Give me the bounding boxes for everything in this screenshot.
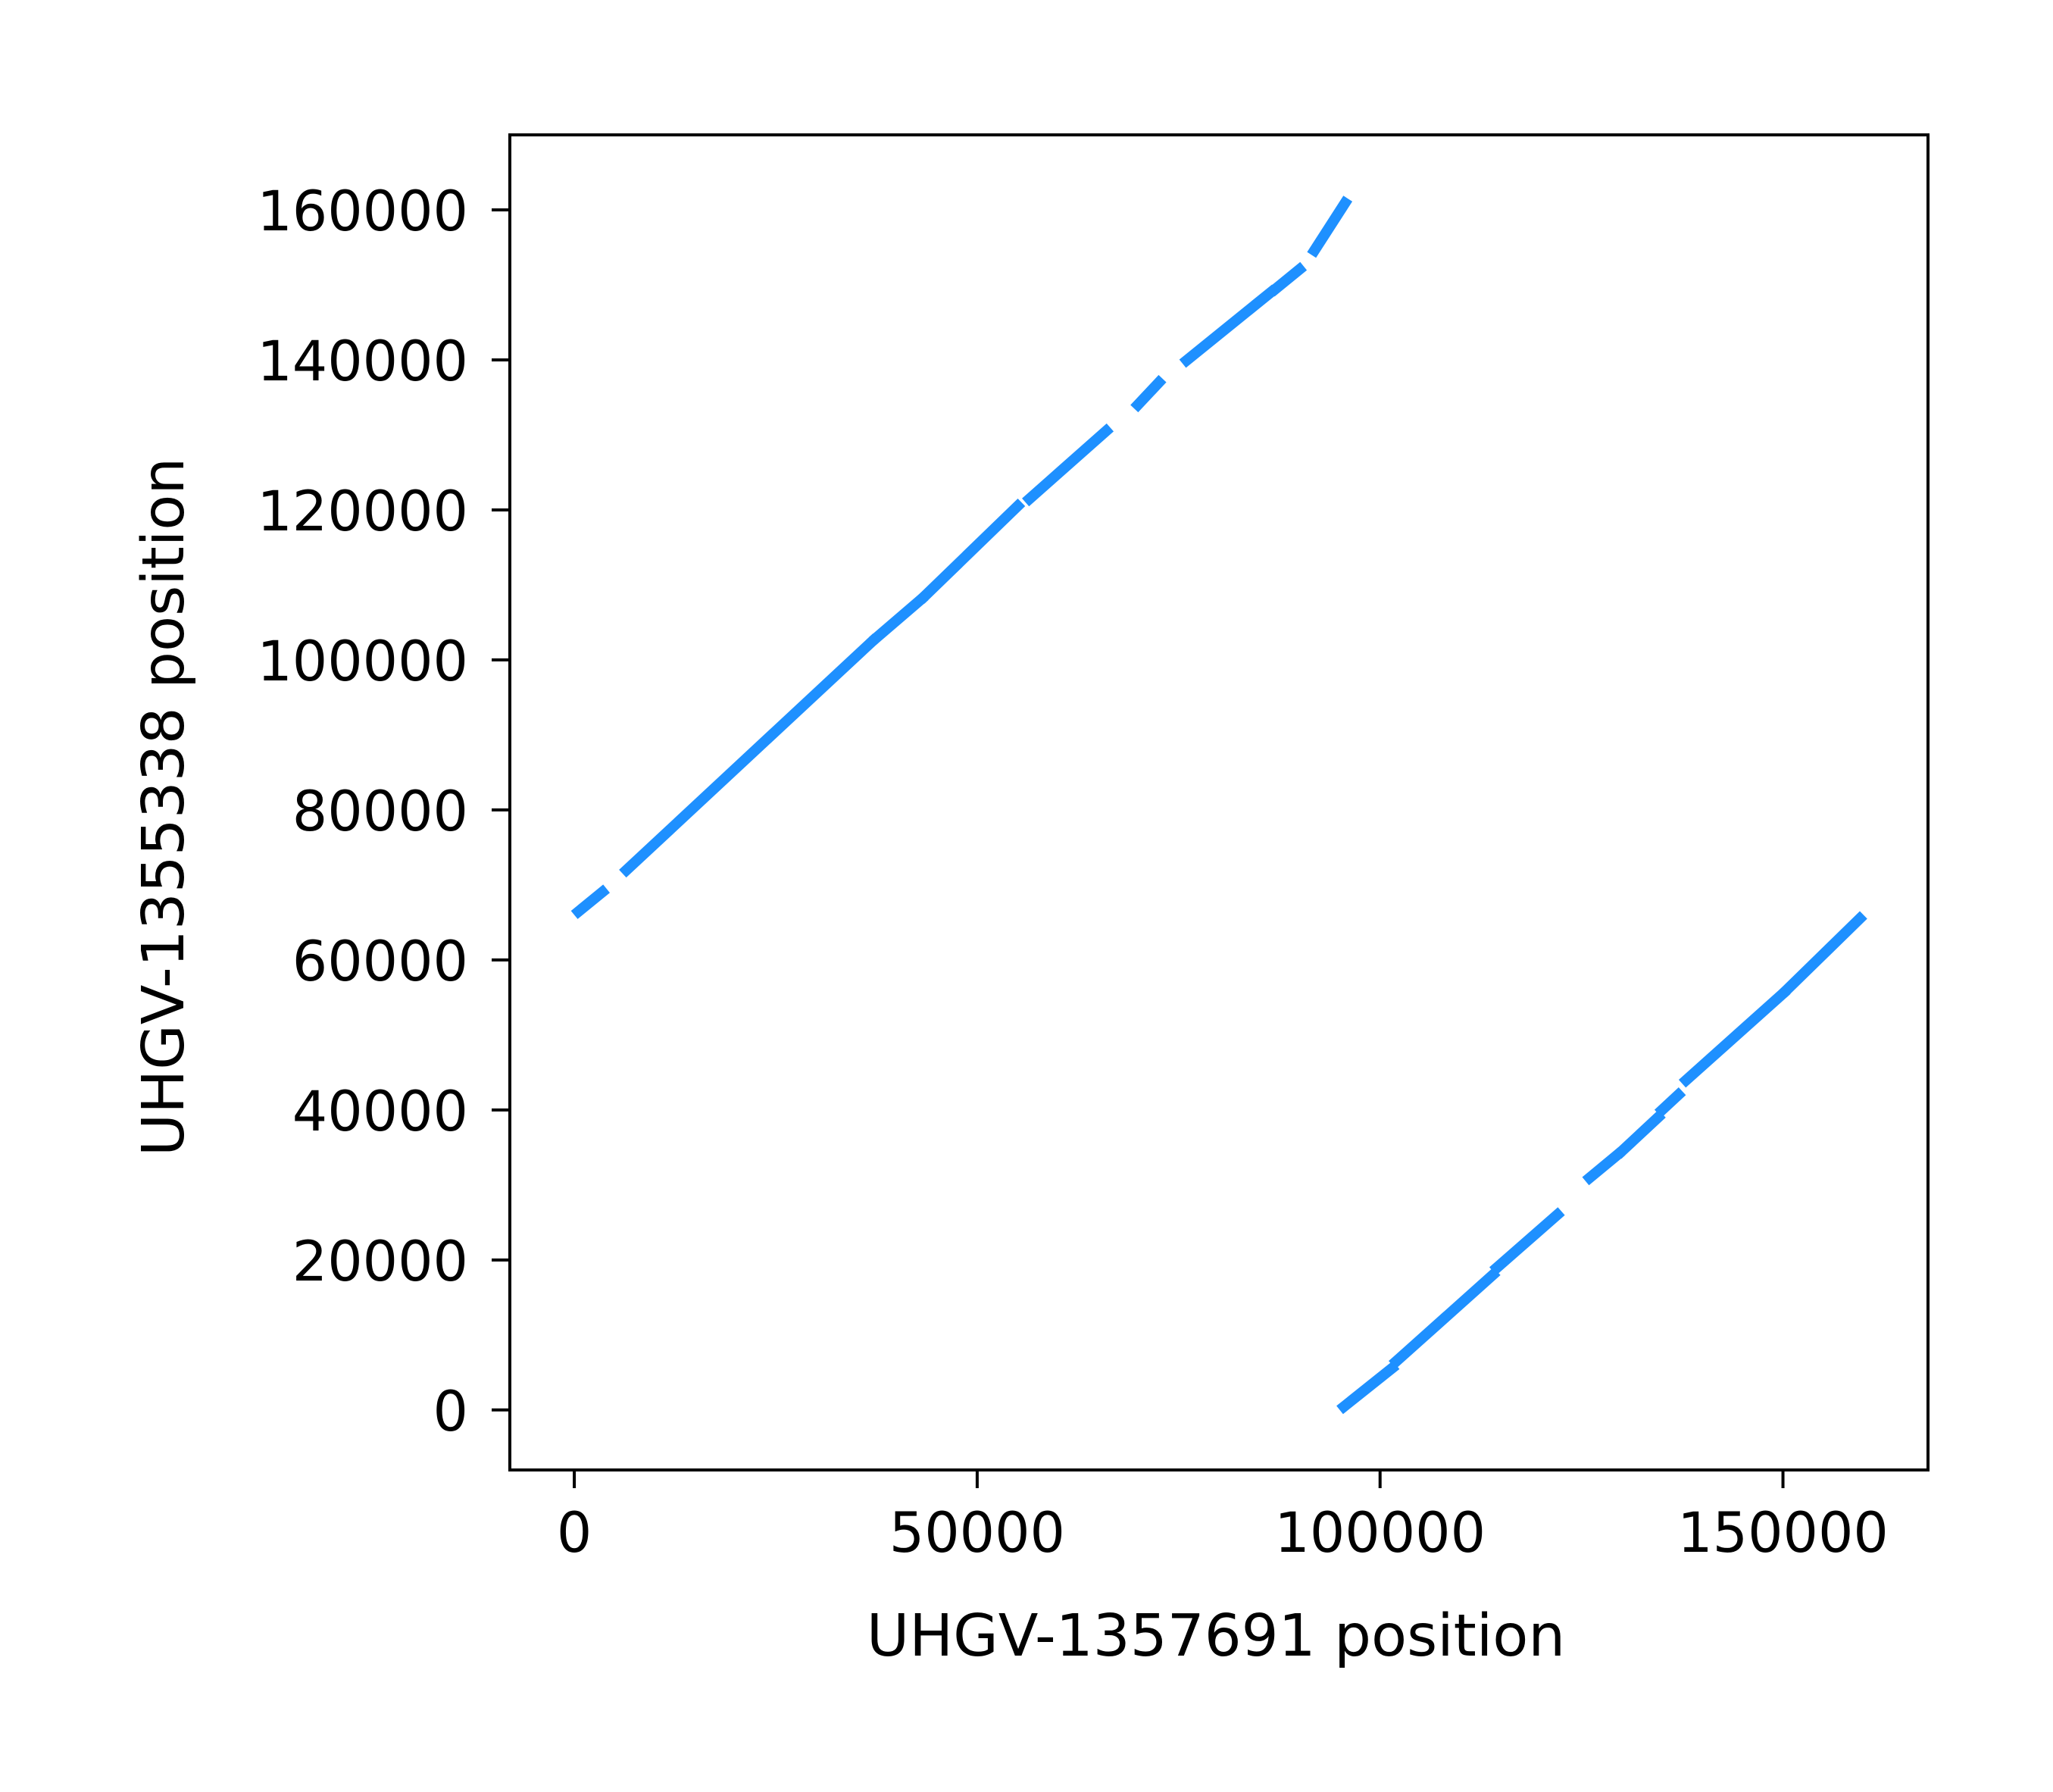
alignment-segment-2-1 (1336, 1360, 1400, 1415)
y-tick-label: 120000 (257, 480, 468, 544)
x-tick-label: 150000 (1677, 1501, 1889, 1565)
y-tick-label: 80000 (292, 780, 468, 844)
alignment-segment-1-4 (917, 498, 1026, 604)
x-axis-label: UHGV-1357691 position (867, 1603, 1565, 1670)
alignment-segment-1-6 (1130, 374, 1167, 413)
y-tick-label: 0 (433, 1380, 468, 1444)
alignment-segment-2-4 (1582, 1146, 1626, 1186)
y-tick-label: 40000 (292, 1080, 468, 1144)
alignment-segment-1-2 (619, 633, 880, 878)
alignment-segment-2-8 (1779, 911, 1867, 998)
alignment-segment-2-5 (1614, 1109, 1666, 1159)
x-tick-label: 0 (557, 1501, 592, 1565)
alignment-segment-2-6 (1654, 1087, 1686, 1118)
alignment-segment-1-9 (1307, 195, 1353, 258)
y-axis-label: UHGV-1355338 position (130, 458, 198, 1156)
alignment-segment-2-3 (1489, 1207, 1565, 1275)
data-layer (570, 195, 1867, 1415)
y-tick-label: 140000 (257, 330, 468, 394)
x-tick-label: 50000 (889, 1501, 1065, 1565)
y-tick-label: 100000 (257, 630, 468, 694)
y-axis-ticks: 0 20000 40000 60000 80000 100000 120000 140000 1… (257, 180, 510, 1444)
axes-frame (508, 133, 1930, 1471)
alignment-segment-2-7 (1678, 986, 1791, 1088)
alignment-segment-1-8 (1267, 261, 1308, 297)
y-tick-label: 20000 (292, 1230, 468, 1294)
alignment-segment-1-5 (1022, 423, 1114, 507)
x-tick-label: 100000 (1274, 1501, 1486, 1565)
y-tick-label: 160000 (257, 180, 468, 244)
alignment-segment-1-1 (570, 884, 611, 919)
y-tick-label: 60000 (292, 930, 468, 994)
alignment-segment-2-2 (1389, 1267, 1501, 1369)
x-axis-ticks: 0 50000 100000 150000 (557, 1470, 1889, 1565)
alignment-segment-1-7 (1179, 284, 1279, 368)
alignment-segment-1-3 (869, 592, 929, 646)
